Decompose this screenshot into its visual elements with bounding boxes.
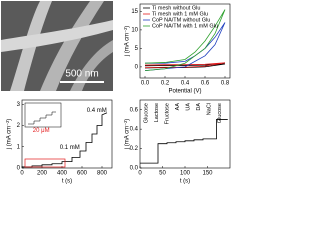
y-tick-label: 0 (135, 64, 139, 70)
data-line (22, 112, 108, 168)
data-line (144, 22, 226, 71)
x-tick-label: 0.4 (181, 81, 190, 87)
x-tick-label: 0.8 (221, 81, 230, 87)
y-axis-label: j (mA cm⁻²) (125, 26, 131, 58)
y-tick-label: 0.4 (130, 127, 139, 133)
x-tick-label: 0 (20, 171, 24, 177)
x-tick-label: 100 (180, 171, 191, 177)
y-tick-label: 0 (17, 166, 21, 172)
x-tick-label: 600 (77, 171, 88, 177)
plot-frame (21, 99, 113, 169)
y-tick-label: 10 (131, 27, 138, 33)
nanowire (40, 1, 104, 91)
x-tick-label: 0.6 (201, 81, 210, 87)
y-tick-label: 0.2 (130, 146, 139, 152)
x-tick-label: 800 (97, 171, 108, 177)
y-tick-label: 15 (131, 9, 138, 15)
annotation: Fructose (164, 103, 170, 124)
x-tick-label: 150 (202, 171, 213, 177)
inset-box (24, 102, 62, 128)
annotation: AA (175, 103, 181, 111)
data-line (144, 9, 226, 71)
annotation: Glucose (217, 103, 223, 123)
highlight-box (24, 158, 66, 168)
legend-label: CoP NA/TM with 1 mM Glu (152, 23, 218, 29)
x-axis-label: Potential (V) (168, 89, 201, 95)
annotation: 0.4 mM (87, 108, 107, 114)
y-tick-label: 2 (17, 123, 21, 129)
annotation: 0.1 mM (60, 145, 80, 151)
x-tick-label: 200 (37, 171, 48, 177)
annotation: Glucose (143, 103, 149, 123)
legend-label: Ti mesh without Glu (152, 5, 200, 11)
x-tick-label: 0 (138, 171, 142, 177)
y-tick-label: 5 (135, 46, 139, 52)
x-tick-label: 0.2 (161, 81, 170, 87)
annotation: NaCl (207, 103, 213, 115)
y-axis-label: j (mA cm⁻²) (7, 119, 13, 151)
annotation: DA (196, 103, 202, 111)
x-axis-label: t (s) (62, 179, 72, 185)
legend-label: CoP NA/TM without Glu (152, 17, 210, 23)
data-line (140, 119, 228, 164)
nanowire (1, 20, 113, 52)
y-tick-label: 0.6 (130, 107, 139, 113)
annotation: UA (186, 103, 192, 111)
x-tick-label: 400 (57, 171, 68, 177)
annotation: 20 μM (33, 128, 50, 134)
y-tick-label: 1 (17, 144, 21, 150)
x-tick-label: 50 (159, 171, 166, 177)
annotation: Lactose (154, 103, 160, 122)
y-tick-label: 3 (17, 102, 21, 108)
x-axis-label: t (s) (180, 179, 190, 185)
nanowire (70, 40, 113, 91)
inset-trace (28, 111, 56, 125)
y-tick-label: 0.0 (130, 166, 139, 172)
legend-label: Ti mesh with 1 mM Glu (152, 11, 208, 17)
scale-bar-label: 500 nm (65, 69, 98, 80)
sem-panel: 500 nm (1, 1, 113, 91)
x-tick-label: 0.0 (141, 81, 150, 87)
y-axis-label: j (mA cm⁻²) (125, 119, 131, 151)
